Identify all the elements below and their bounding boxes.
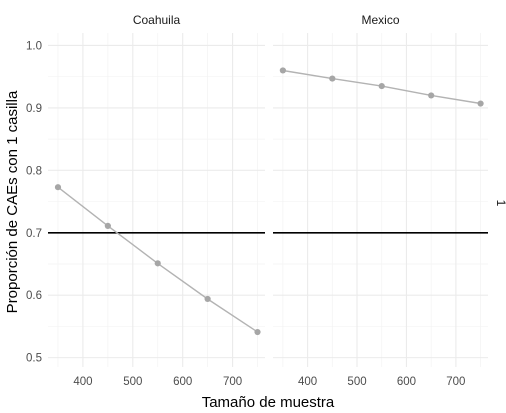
x-tick-label: 600 bbox=[397, 376, 416, 388]
facet-title: Mexico bbox=[361, 13, 399, 27]
x-tick-label: 400 bbox=[298, 376, 317, 388]
y-tick-label: 0.8 bbox=[26, 165, 42, 177]
x-tick-label: 500 bbox=[123, 376, 142, 388]
panel-coahuila: Coahuila bbox=[48, 13, 265, 367]
data-point bbox=[428, 92, 435, 99]
facet-title: Coahuila bbox=[133, 13, 181, 27]
x-tick-label: 400 bbox=[73, 376, 92, 388]
data-point bbox=[154, 260, 161, 267]
data-point bbox=[54, 184, 62, 191]
data-point bbox=[279, 67, 286, 74]
data-point bbox=[329, 75, 336, 82]
x-axis-title: Tamaño de muestra bbox=[202, 394, 335, 411]
panels-layer: Coahuila Mexico bbox=[48, 13, 488, 367]
data-point bbox=[477, 100, 484, 107]
data-point bbox=[378, 82, 385, 90]
x-tick-label: 700 bbox=[446, 376, 465, 388]
panel-mexico: Mexico bbox=[273, 13, 488, 367]
x-tick-label: 600 bbox=[173, 376, 192, 388]
x-tick-label: 500 bbox=[347, 376, 366, 388]
data-point bbox=[104, 222, 111, 230]
facet-side-label: 1 bbox=[494, 200, 506, 207]
y-tick-label: 0.5 bbox=[26, 353, 42, 365]
data-point bbox=[254, 328, 261, 336]
data-point bbox=[204, 295, 211, 303]
y-tick-label: 1.0 bbox=[26, 40, 42, 52]
y-tick-label: 0.9 bbox=[26, 103, 42, 115]
y-tick-label: 0.6 bbox=[26, 290, 42, 302]
y-tick-label: 0.7 bbox=[26, 228, 42, 240]
axis-layer: 400 500 600 700 400 500 600 700 0.5 0.6 0.7 0.8 0.9 1… bbox=[26, 40, 465, 388]
y-axis-title: Proporción de CAEs con 1 casilla bbox=[4, 90, 21, 313]
x-tick-label: 700 bbox=[223, 376, 242, 388]
